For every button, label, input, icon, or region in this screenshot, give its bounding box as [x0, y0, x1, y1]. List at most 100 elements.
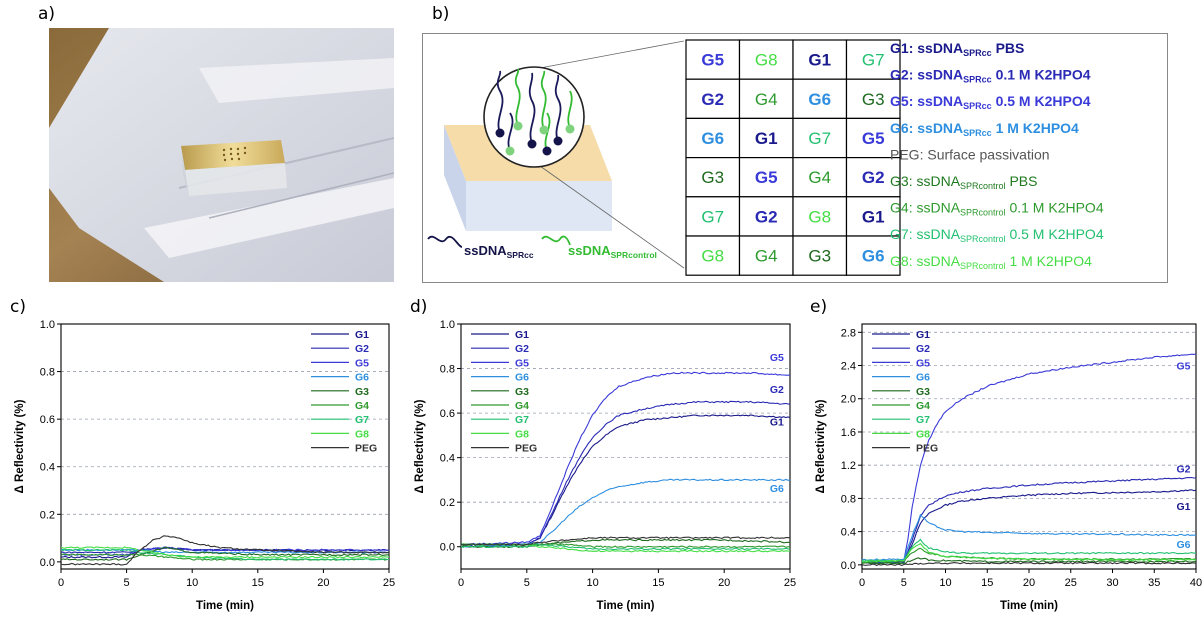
- legend-label: G6: [355, 372, 369, 384]
- y-axis-label: Δ Reflectivity (%): [815, 399, 827, 493]
- grid-cell-label: G5: [755, 168, 778, 187]
- x-tick-label: 15: [652, 577, 664, 589]
- legend-label: G1: [515, 329, 529, 341]
- grid-cell-label: G7: [808, 129, 831, 148]
- grid-cell-label: G4: [808, 168, 831, 187]
- grid-cell: [685, 235, 741, 276]
- series-line-g3: [60, 546, 390, 561]
- y-tick-label: 0.4: [841, 527, 856, 539]
- curve-label: G6: [770, 483, 784, 495]
- x-tick-label: 30: [1106, 577, 1118, 589]
- legend-entry-g7: G7: ssDNASPRcontrol 0.5 M K2HPO4: [890, 226, 1104, 244]
- grid-cell-label: G5: [701, 51, 724, 70]
- grid-cell: [738, 78, 794, 120]
- x-tick-label: 35: [1148, 577, 1160, 589]
- curve-label: G2: [770, 384, 784, 396]
- spot-legend: G1: ssDNASPRcc PBS G2: ssDNASPRcc 0.1 M K…: [890, 40, 1104, 271]
- series-line-g4: [60, 553, 389, 561]
- grid-cell-label: G3: [862, 90, 885, 109]
- chip-schematic: ssDNASPRcc ssDNASPRcontrol G5 G8 G1 G7 G2 G4 G…: [422, 33, 1168, 283]
- series-line-g7: [460, 544, 791, 551]
- x-tick-label: 40: [1190, 577, 1202, 589]
- grid-cell-label: G3: [808, 247, 831, 266]
- x-tick-label: 10: [186, 577, 198, 589]
- y-axis-label: Δ Reflectivity (%): [414, 399, 426, 493]
- grid-cell-label: G2: [701, 90, 724, 109]
- y-tick-label: 0.6: [40, 414, 55, 426]
- plot-frame: [460, 323, 791, 570]
- plot-frame: [60, 323, 390, 570]
- grid-cell: [845, 156, 901, 198]
- x-tick-label: 25: [784, 577, 796, 589]
- series-line-g1: [861, 489, 1197, 565]
- grid-cell-label: G8: [808, 207, 831, 226]
- grid-cell-label: G4: [755, 247, 778, 266]
- plot-frame: [861, 323, 1197, 570]
- legend-label: G2: [916, 343, 930, 355]
- grid-cell: [845, 78, 901, 120]
- y-tick-label: 1.0: [440, 319, 455, 331]
- x-tick-label: 15: [252, 577, 264, 589]
- grid-cell: [792, 156, 848, 198]
- strand-legend-control: ssDNASPRcontrol: [568, 243, 657, 260]
- curve-label: G6: [1176, 539, 1190, 551]
- legend-label: PEG: [515, 443, 537, 455]
- y-tick-label: 0.4: [40, 462, 55, 474]
- grid-cell: [845, 117, 901, 159]
- y-tick-label: 2.0: [841, 394, 856, 406]
- grid-cell: [738, 235, 794, 276]
- grid-cell-label: G7: [701, 207, 724, 226]
- y-tick-label: 0.2: [440, 497, 455, 509]
- series-line-g8: [861, 542, 1197, 563]
- series-line-g2: [861, 476, 1197, 564]
- x-tick-label: 5: [524, 577, 530, 589]
- grid-cell-label: G1: [808, 51, 831, 70]
- grid-cell: [792, 117, 848, 159]
- grid-cell-label: G4: [755, 90, 778, 109]
- chart-c: 0 5 10 15 20 25 0.0 0.2 0.4 0.6 0.8 1.0 Time (min) Δ …: [14, 319, 395, 612]
- grid-cell: [685, 78, 741, 120]
- series-line-g5: [460, 371, 790, 546]
- x-tick-label: 20: [1023, 577, 1035, 589]
- legend-label: G4: [355, 400, 369, 412]
- legend-entry-peg: PEG: Surface passivation: [890, 146, 1050, 162]
- y-tick-label: 1.2: [841, 460, 856, 472]
- x-axis-label: Time (min): [1000, 600, 1058, 612]
- y-tick-label: 0.2: [40, 509, 55, 521]
- chip-illustration: ssDNASPRcc ssDNASPRcontrol: [427, 40, 685, 269]
- x-tick-label: 15: [981, 577, 993, 589]
- legend-label: G6: [515, 372, 529, 384]
- y-tick-label: 1.0: [40, 319, 55, 331]
- y-tick-label: 0.0: [841, 560, 856, 572]
- y-tick-label: 0.6: [440, 408, 455, 420]
- legend-label: G6: [916, 372, 930, 384]
- panel-label-a: a): [38, 4, 56, 24]
- legend-label: G4: [916, 400, 930, 412]
- x-tick-label: 0: [859, 577, 865, 589]
- legend-label: G3: [355, 386, 369, 398]
- y-tick-label: 0.0: [40, 557, 55, 569]
- legend-entry-g6: G6: ssDNASPRcc 1 M K2HPO4: [890, 120, 1079, 138]
- y-axis-label: Δ Reflectivity (%): [14, 399, 26, 493]
- series-line-peg: [460, 536, 791, 546]
- legend-entry-g2: G2: ssDNASPRcc 0.1 M K2HPO4: [890, 67, 1091, 85]
- series-line-peg: [60, 535, 390, 566]
- legend-label: G2: [515, 343, 529, 355]
- grid-cell: [685, 117, 741, 159]
- legend-label: G7: [916, 414, 930, 426]
- curve-label: G5: [1176, 361, 1190, 373]
- legend-label: G2: [355, 343, 369, 355]
- legend-label: G5: [355, 357, 369, 369]
- legend-label: G1: [355, 329, 369, 341]
- x-tick-label: 20: [718, 577, 730, 589]
- sensor-chip-photo: [49, 28, 394, 282]
- chart-d: 0 5 10 15 20 25 0.0 0.2 0.4 0.6 0.8 1.0 Time (min) Δ …: [414, 319, 796, 612]
- grid-cell-label: G6: [808, 90, 831, 109]
- grid-cell-label: G6: [701, 129, 724, 148]
- legend-label: PEG: [916, 443, 938, 455]
- grid-cell-label: G1: [862, 207, 885, 226]
- legend-label: G3: [916, 386, 930, 398]
- y-tick-label: 0.8: [841, 493, 856, 505]
- series-line-peg: [861, 561, 1197, 567]
- y-tick-label: 0.4: [440, 453, 455, 465]
